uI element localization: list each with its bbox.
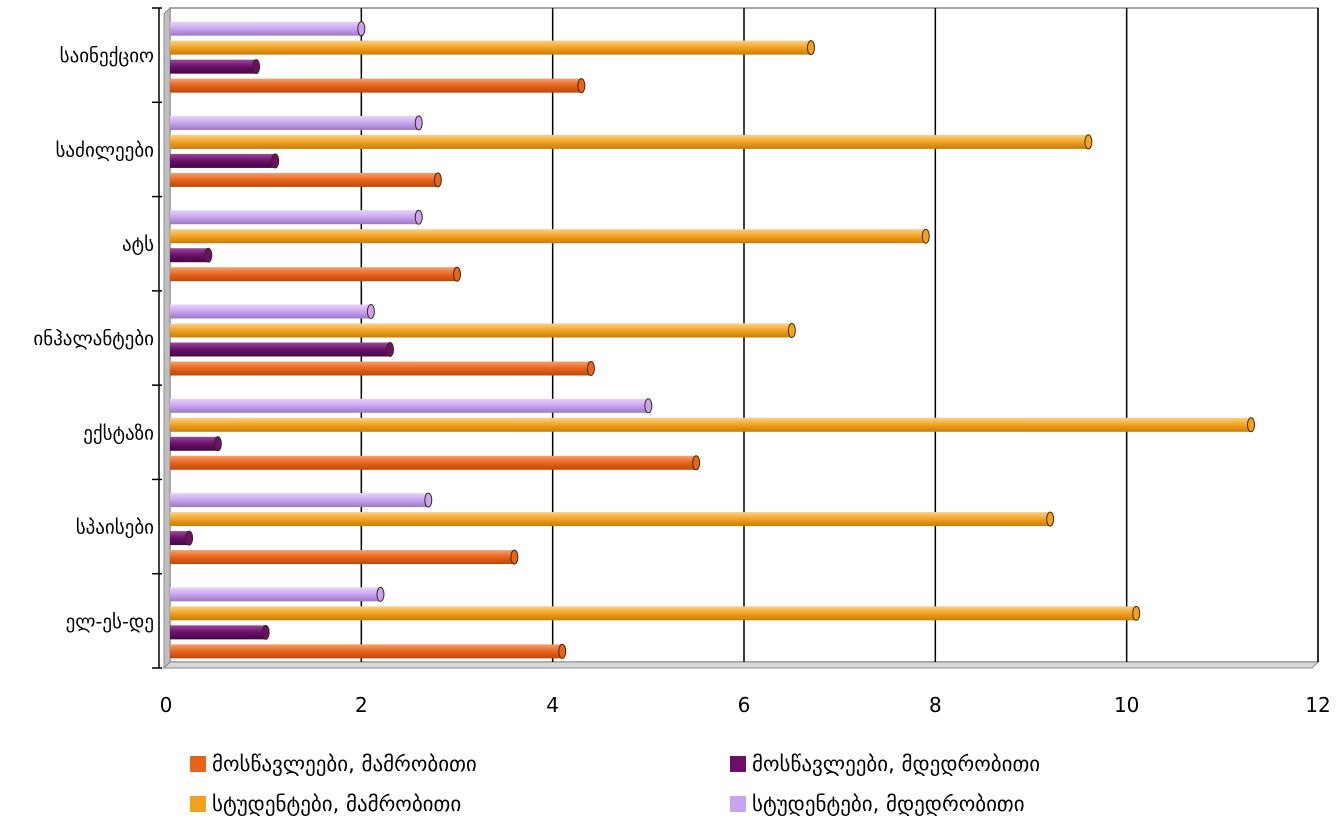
bar xyxy=(170,530,194,546)
bar xyxy=(170,549,519,565)
bar xyxy=(170,21,366,37)
category-label: საძილეები xyxy=(55,139,154,161)
category-label: სპაისები xyxy=(76,517,154,539)
bar xyxy=(170,455,701,471)
legend-item: სტუდენტები, მამრობითი xyxy=(190,792,730,816)
category-label: ატს xyxy=(122,234,154,256)
bar xyxy=(170,134,1093,150)
legend-item: მოსწავლეები, მდედრობითი xyxy=(730,752,1170,776)
legend-swatch xyxy=(730,796,746,812)
bar xyxy=(170,436,222,452)
bar xyxy=(170,643,567,659)
x-tick-labels: 0 2 4 6 8 10 12 xyxy=(160,693,1331,717)
category-label: ელ-ეს-დე xyxy=(66,611,154,633)
bar xyxy=(170,228,930,244)
bar xyxy=(170,304,375,319)
legend-swatch xyxy=(190,756,206,772)
bar xyxy=(170,361,595,376)
bar xyxy=(170,586,385,602)
legend: მოსწავლეები, მამრობითი მოსწავლეები, მდედ… xyxy=(190,752,1190,816)
legend-item: მოსწავლეები, მამრობითი xyxy=(190,752,730,776)
x-tick-label: 8 xyxy=(929,693,942,717)
legend-swatch xyxy=(190,796,206,812)
legend-label: მოსწავლეები, მდედრობითი xyxy=(752,752,1041,776)
axes xyxy=(152,7,162,669)
bar xyxy=(170,59,261,75)
plot-side-wall xyxy=(163,6,171,670)
category-label: ექსტაზი xyxy=(83,422,154,444)
legend-label: სტუდენტები, მდედრობითი xyxy=(752,792,1025,816)
bar xyxy=(170,323,796,338)
bar xyxy=(170,417,1256,433)
legend-label: სტუდენტები, მამრობითი xyxy=(212,792,462,816)
category-label: ინჰალანტები xyxy=(33,328,154,350)
bars xyxy=(170,21,1256,659)
bar xyxy=(170,172,442,188)
legend-label: მოსწავლეები, მამრობითი xyxy=(212,752,477,776)
bar xyxy=(170,624,270,640)
x-tick-label: 6 xyxy=(738,693,751,717)
bar xyxy=(170,266,461,282)
bar-chart: 0 2 4 6 8 10 12 ელ-ეს-დე სპაისები ექსტაზი ინჰალან… xyxy=(33,6,1331,717)
category-labels: ელ-ეს-დე სპაისები ექსტაზი ინჰალანტები ატს საძ… xyxy=(33,45,154,633)
x-tick-label: 12 xyxy=(1305,693,1330,717)
legend-item: სტუდენტები, მდედრობითი xyxy=(730,792,1170,816)
plot-floor xyxy=(162,661,1320,669)
bar xyxy=(170,153,280,169)
bar xyxy=(170,209,423,225)
x-tick-label: 2 xyxy=(355,693,368,717)
x-tick-label: 4 xyxy=(546,693,559,717)
bar xyxy=(170,492,433,508)
bar xyxy=(170,605,1141,621)
bar xyxy=(170,342,395,357)
bar xyxy=(170,247,213,263)
bar xyxy=(170,115,423,131)
category-label: საინექციო xyxy=(60,45,154,67)
plot-area xyxy=(162,6,1320,670)
bar xyxy=(170,398,653,414)
bar xyxy=(170,40,815,56)
x-tick-label: 0 xyxy=(160,693,173,717)
x-tick-label: 10 xyxy=(1114,693,1139,717)
bar xyxy=(170,511,1055,527)
legend-swatch xyxy=(730,756,746,772)
bar xyxy=(170,78,586,94)
